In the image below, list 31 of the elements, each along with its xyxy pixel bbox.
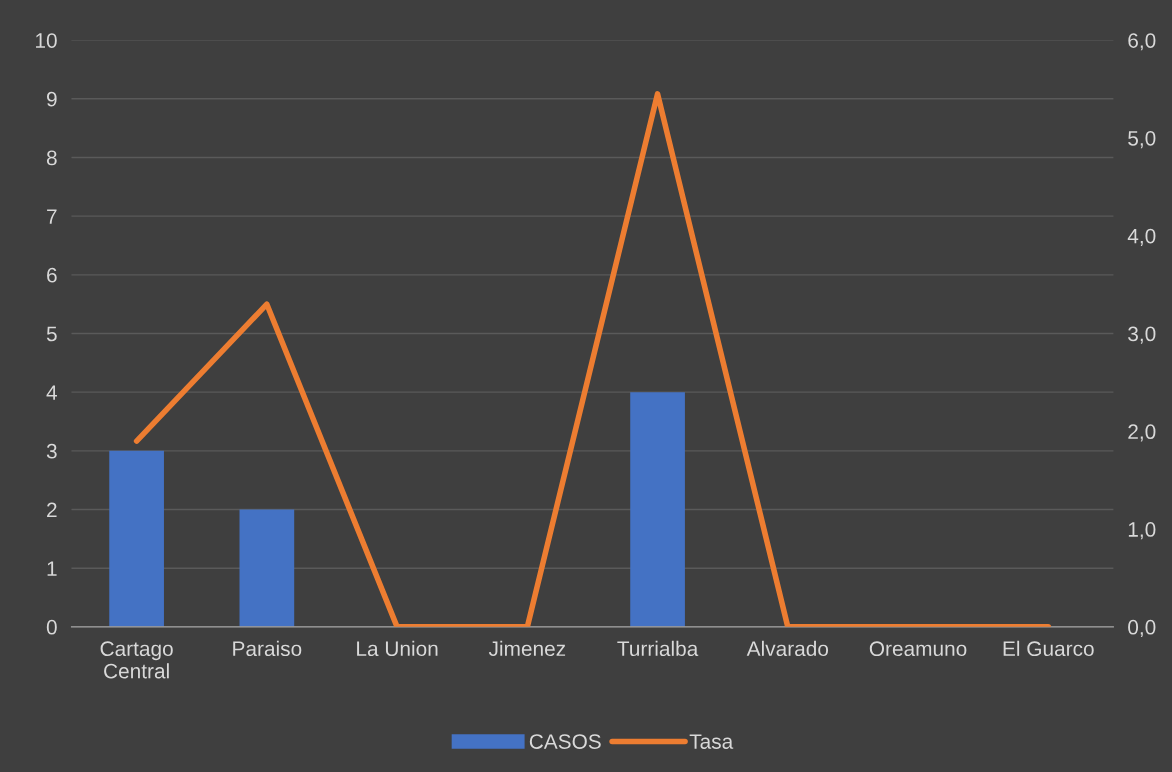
y2-tick-label: 6,0 [1128,33,1156,51]
bar [109,450,164,627]
x-tick-label: Cartago Central [100,641,173,679]
x-tick-label: El Guarco [1003,640,1094,657]
y-tick-label: 7 [47,209,57,224]
x-tick-label: La Union [357,640,438,657]
y-tick-label: 1 [47,561,57,576]
bar [239,509,295,627]
y2-tick-label: 4,0 [1127,228,1156,246]
y-tick-label: 2 [47,502,57,518]
x-tick-label: Paraiso [233,640,302,657]
y-tick-label: 3 [46,443,57,459]
x-tick-label: Alvarado [746,640,829,657]
y-tick-label: 0 [46,619,57,635]
x-tick-label: Oreamuno [869,641,967,657]
y-tick-label: 9 [46,91,57,107]
y2-tick-label: 0,0 [1128,619,1156,638]
y2-tick-label: 2,0 [1128,424,1156,442]
legend-label: Tasa [689,734,734,749]
y-tick-label: 10 [36,33,57,48]
bar [630,392,685,627]
y-tick-label: 4 [46,385,57,400]
x-tick-label: Turrialba [617,640,699,657]
x-tick-label: Jimenez [488,640,566,657]
y2-tick-label: 3,0 [1128,326,1156,344]
y-tick-label: 6 [47,267,57,283]
y-tick-label: 5 [46,326,57,342]
y2-tick-label: 1,0 [1128,522,1156,540]
y2-tick-label: 5,0 [1128,130,1156,149]
legend-label: CASOS [529,734,601,749]
y-tick-label: 8 [46,150,57,166]
